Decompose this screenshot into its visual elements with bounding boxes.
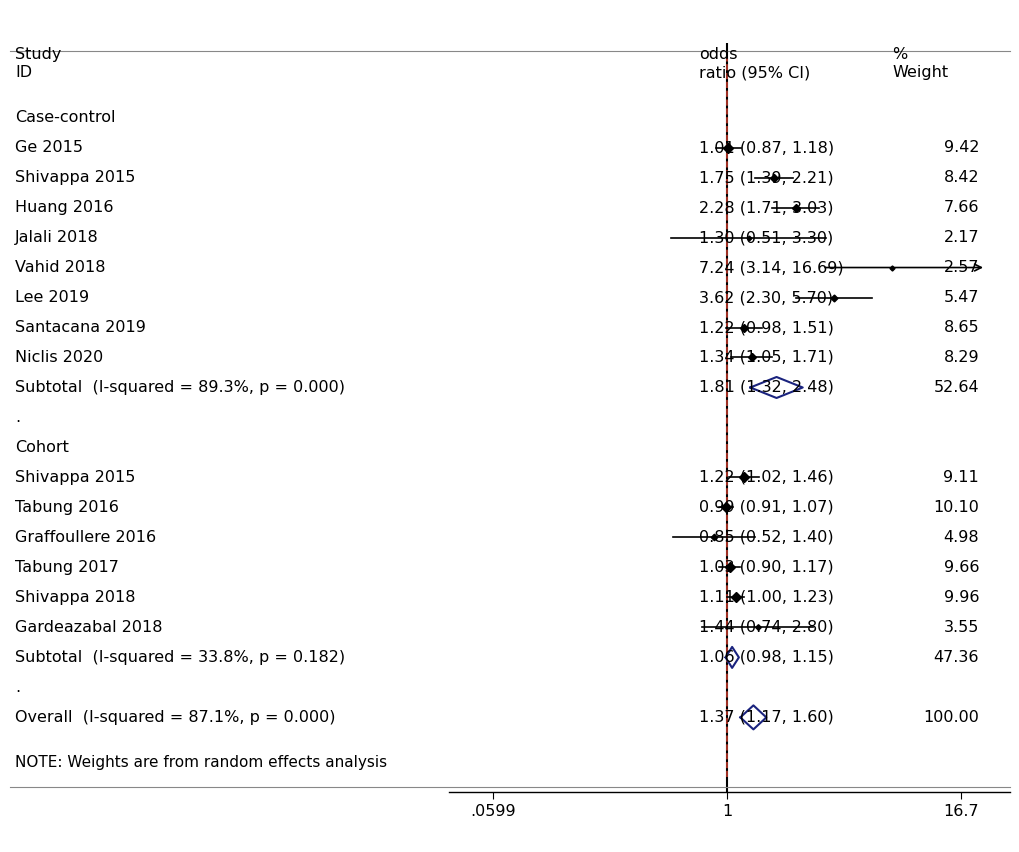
Text: 7.66: 7.66 (943, 200, 978, 215)
Text: 1.37 (1.17, 1.60): 1.37 (1.17, 1.60) (698, 710, 833, 725)
Text: 1.75 (1.39, 2.21): 1.75 (1.39, 2.21) (698, 170, 833, 185)
Polygon shape (740, 705, 765, 729)
Text: 7.24 (3.14, 16.69): 7.24 (3.14, 16.69) (698, 260, 843, 275)
Text: Huang 2016: Huang 2016 (15, 200, 114, 215)
Text: 3.55: 3.55 (943, 620, 978, 635)
Text: 1.11 (1.00, 1.23): 1.11 (1.00, 1.23) (698, 590, 833, 605)
Text: 8.65: 8.65 (943, 320, 978, 335)
Text: 8.29: 8.29 (943, 350, 978, 365)
Text: 52.64: 52.64 (932, 380, 978, 395)
Text: 1.34 (1.05, 1.71): 1.34 (1.05, 1.71) (698, 350, 833, 365)
Text: 9.66: 9.66 (943, 560, 978, 575)
Text: 9.11: 9.11 (943, 470, 978, 485)
Text: Study: Study (15, 47, 61, 62)
Text: 8.42: 8.42 (943, 170, 978, 185)
Text: Subtotal  (I-squared = 33.8%, p = 0.182): Subtotal (I-squared = 33.8%, p = 0.182) (15, 650, 345, 665)
Text: 2.17: 2.17 (943, 230, 978, 245)
Text: .: . (15, 680, 20, 695)
Text: 2.28 (1.71, 3.03): 2.28 (1.71, 3.03) (698, 200, 833, 215)
Text: 9.96: 9.96 (943, 590, 978, 605)
Text: NOTE: Weights are from random effects analysis: NOTE: Weights are from random effects an… (15, 755, 387, 770)
Text: 1.01 (0.87, 1.18): 1.01 (0.87, 1.18) (698, 140, 833, 155)
Text: 0.99 (0.91, 1.07): 0.99 (0.91, 1.07) (698, 500, 833, 515)
Text: 100.00: 100.00 (922, 710, 978, 725)
Text: Tabung 2016: Tabung 2016 (15, 500, 119, 515)
Text: Vahid 2018: Vahid 2018 (15, 260, 106, 275)
Text: 3.62 (2.30, 5.70): 3.62 (2.30, 5.70) (698, 290, 832, 305)
Text: 47.36: 47.36 (932, 650, 978, 665)
Text: Shivappa 2018: Shivappa 2018 (15, 590, 136, 605)
Text: 5.47: 5.47 (943, 290, 978, 305)
Text: ID: ID (15, 65, 33, 80)
Text: 1.03 (0.90, 1.17): 1.03 (0.90, 1.17) (698, 560, 833, 575)
Text: Lee 2019: Lee 2019 (15, 290, 90, 305)
Text: 1.81 (1.32, 2.48): 1.81 (1.32, 2.48) (698, 380, 833, 395)
Text: odds: odds (698, 47, 737, 62)
Text: Case-control: Case-control (15, 110, 116, 125)
Text: Jalali 2018: Jalali 2018 (15, 230, 99, 245)
Polygon shape (725, 647, 738, 668)
Text: 2.57: 2.57 (943, 260, 978, 275)
Text: 1.22 (0.98, 1.51): 1.22 (0.98, 1.51) (698, 320, 833, 335)
Text: Overall  (I-squared = 87.1%, p = 0.000): Overall (I-squared = 87.1%, p = 0.000) (15, 710, 335, 725)
Text: %: % (892, 47, 907, 62)
Text: Shivappa 2015: Shivappa 2015 (15, 170, 136, 185)
Text: Niclis 2020: Niclis 2020 (15, 350, 104, 365)
Text: 1.44 (0.74, 2.80): 1.44 (0.74, 2.80) (698, 620, 833, 635)
Text: Shivappa 2015: Shivappa 2015 (15, 470, 136, 485)
Text: Subtotal  (I-squared = 89.3%, p = 0.000): Subtotal (I-squared = 89.3%, p = 0.000) (15, 380, 345, 395)
Text: 1.30 (0.51, 3.30): 1.30 (0.51, 3.30) (698, 230, 833, 245)
Text: Tabung 2017: Tabung 2017 (15, 560, 119, 575)
Text: 10.10: 10.10 (932, 500, 978, 515)
Polygon shape (750, 377, 802, 398)
Text: Cohort: Cohort (15, 440, 69, 455)
Text: Weight: Weight (892, 65, 948, 80)
Text: Ge 2015: Ge 2015 (15, 140, 84, 155)
Text: 1.06 (0.98, 1.15): 1.06 (0.98, 1.15) (698, 650, 833, 665)
Text: 1.22 (1.02, 1.46): 1.22 (1.02, 1.46) (698, 470, 833, 485)
Text: ratio (95% CI): ratio (95% CI) (698, 65, 809, 80)
Text: .: . (15, 410, 20, 425)
Text: Graffoullere 2016: Graffoullere 2016 (15, 530, 156, 545)
Text: 4.98: 4.98 (943, 530, 978, 545)
Text: Gardeazabal 2018: Gardeazabal 2018 (15, 620, 163, 635)
Text: 9.42: 9.42 (943, 140, 978, 155)
Text: Santacana 2019: Santacana 2019 (15, 320, 146, 335)
Text: 0.85 (0.52, 1.40): 0.85 (0.52, 1.40) (698, 530, 833, 545)
